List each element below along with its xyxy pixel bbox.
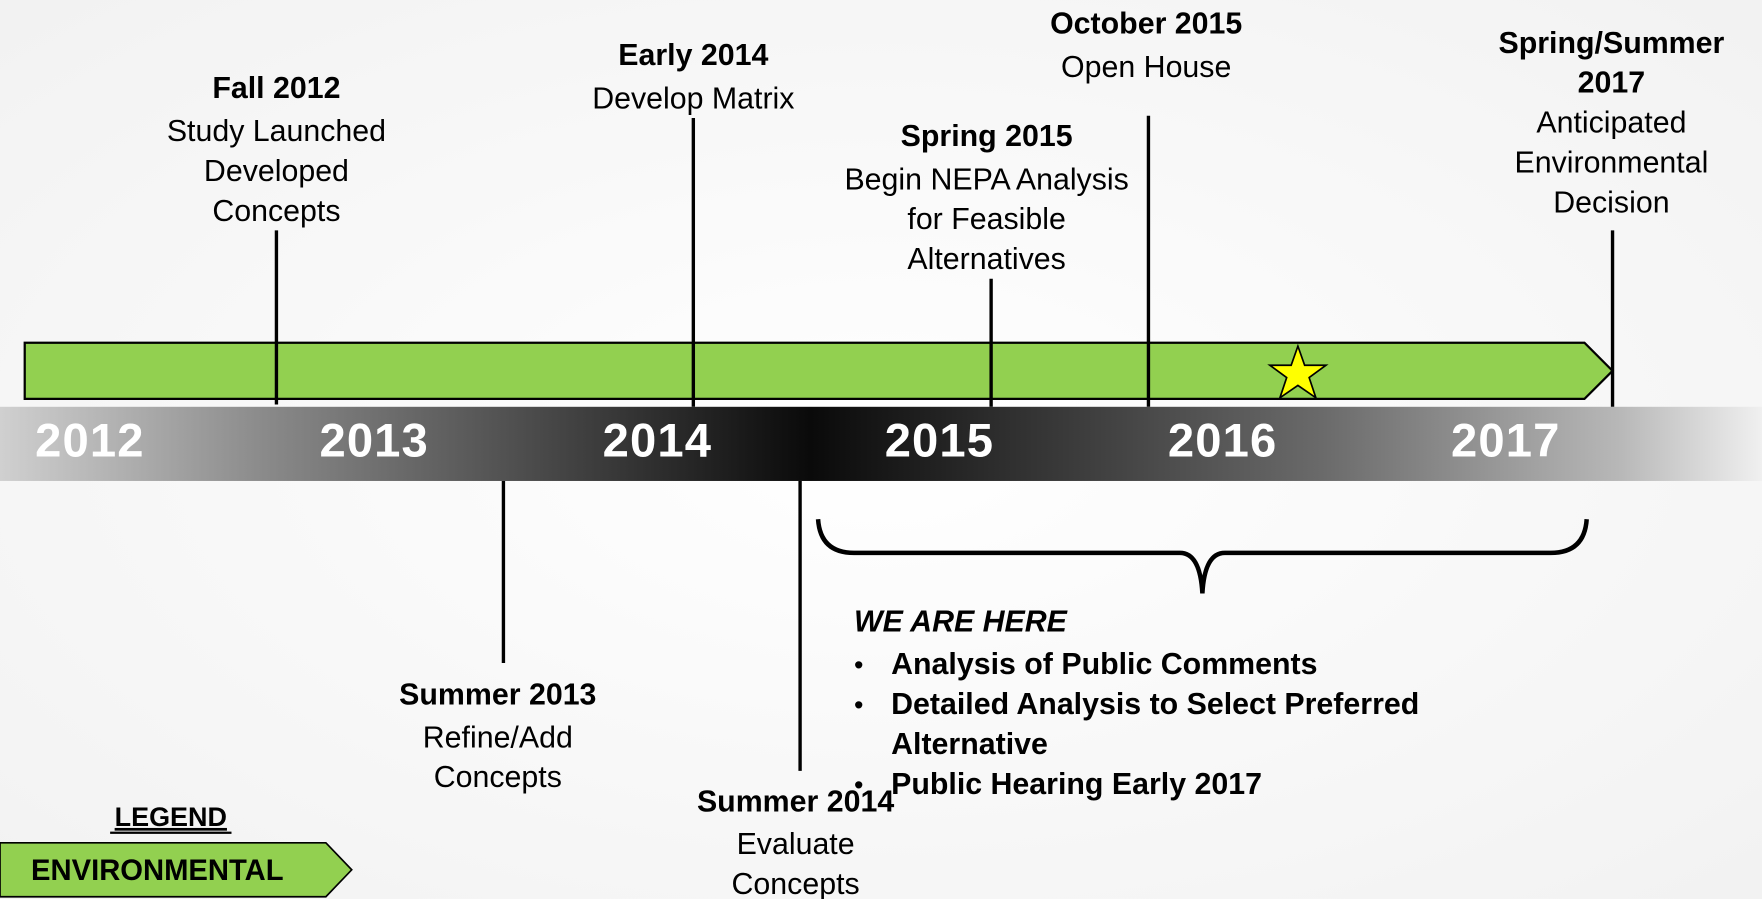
milestone-title: October 2015	[1050, 8, 1242, 41]
here-bullet: Analysis of Public Comments	[891, 648, 1317, 681]
milestone-text: Concepts	[212, 195, 340, 228]
legend-item: ENVIRONMENTAL	[31, 855, 284, 887]
milestone-title: Fall 2012	[212, 72, 340, 105]
legend-title: LEGEND	[115, 802, 227, 832]
milestone-text: Open House	[1061, 51, 1231, 84]
environmental-arrow	[23, 341, 1615, 401]
milestone-text: Anticipated	[1536, 107, 1686, 140]
milestone-title: Spring 2015	[901, 120, 1073, 153]
here-bullet: Detailed Analysis to Select Preferred	[891, 688, 1419, 721]
milestone-text: Environmental	[1514, 147, 1708, 180]
year-label: 2016	[1168, 414, 1277, 467]
legend-arrow	[0, 841, 353, 898]
brace	[815, 518, 1589, 594]
milestone-title: Spring/Summer	[1499, 27, 1725, 60]
milestone-title: Summer 2014	[697, 785, 894, 818]
milestone-title: Summer 2013	[399, 679, 596, 712]
milestone-text: Alternatives	[907, 243, 1065, 276]
year-label: 2015	[885, 414, 994, 467]
here-bullet: Public Hearing Early 2017	[891, 768, 1262, 801]
milestone-text: Refine/Add	[423, 721, 573, 754]
milestone-text: Concepts	[732, 868, 860, 899]
year-label: 2014	[603, 414, 712, 467]
milestone-text: Developed	[204, 155, 349, 188]
bullet-dot: •	[854, 690, 863, 720]
milestone-text: Develop Matrix	[592, 82, 794, 115]
milestone-title: Early 2014	[618, 39, 768, 72]
here-heading: WE ARE HERE	[854, 606, 1068, 639]
year-label: 2013	[319, 414, 428, 467]
milestone-text: Begin NEPA Analysis	[844, 163, 1128, 196]
year-label: 2012	[35, 414, 144, 467]
here-bullet: Alternative	[891, 728, 1048, 761]
milestone-text: Study Launched	[167, 115, 386, 148]
milestone-text: Concepts	[434, 761, 562, 794]
milestone-title: 2017	[1578, 67, 1645, 100]
year-band	[0, 406, 1762, 481]
bullet-dot: •	[854, 650, 863, 680]
milestone-text: Evaluate	[737, 828, 855, 861]
year-label: 2017	[1451, 414, 1560, 467]
current-star	[1267, 343, 1329, 400]
bullet-dot: •	[854, 770, 863, 800]
milestone-text: Decision	[1553, 186, 1669, 219]
milestone-text: for Feasible	[907, 203, 1065, 236]
